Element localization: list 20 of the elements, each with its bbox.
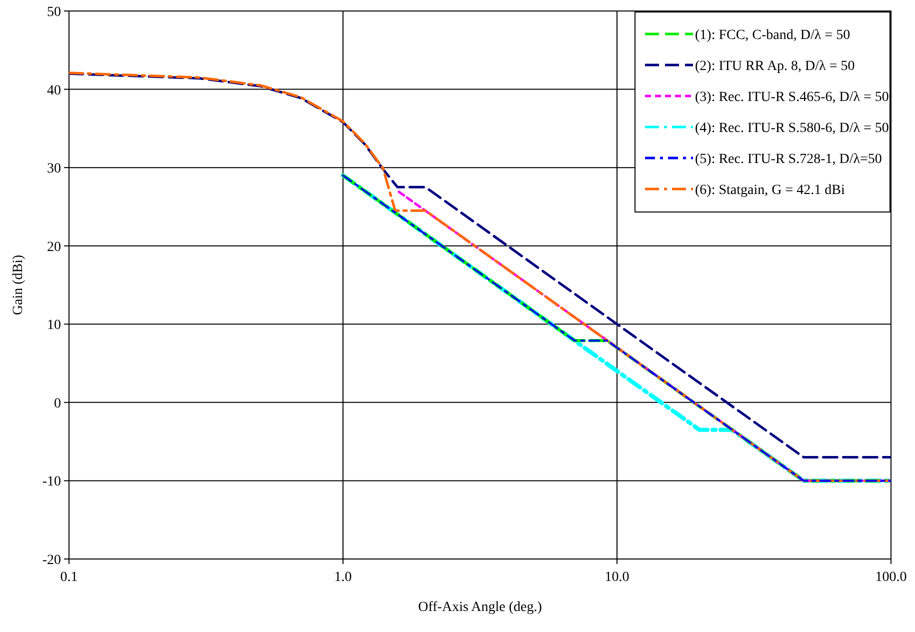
x-tick-label: 1.0 xyxy=(334,570,352,585)
x-tick-label: 10.0 xyxy=(604,570,630,585)
legend-label: (6): Statgain, G = 42.1 dBi xyxy=(695,183,845,198)
y-tick-label: 30 xyxy=(47,162,61,177)
x-tick-label: 0.1 xyxy=(60,570,78,585)
y-tick-label: 10 xyxy=(47,318,61,334)
y-tick-label: 50 xyxy=(47,5,61,20)
y-tick-label: 0 xyxy=(54,396,61,412)
legend-label: (1): FCC, C-band, D/λ = 50 xyxy=(695,28,850,43)
y-tick-label: -20 xyxy=(42,553,61,568)
y-tick-label: 20 xyxy=(47,240,61,255)
legend-label: (3): Rec. ITU-R S.465-6, D/λ = 50 xyxy=(695,90,889,105)
y-tick-label: -10 xyxy=(42,474,61,490)
legend-label: (2): ITU RR Ap. 8, D/λ = 50 xyxy=(695,59,855,74)
x-tick-label: 100.0 xyxy=(875,570,907,585)
y-tick-label: 40 xyxy=(47,83,61,98)
y-axis-title: Gain (dBi) xyxy=(11,254,26,316)
x-axis-title: Off-Axis Angle (deg.) xyxy=(418,600,542,615)
legend-label: (4): Rec. ITU-R S.580-6, D/λ = 50 xyxy=(695,121,889,136)
legend-label: (5): Rec. ITU-R S.728-1, D/λ=50 xyxy=(695,152,882,167)
